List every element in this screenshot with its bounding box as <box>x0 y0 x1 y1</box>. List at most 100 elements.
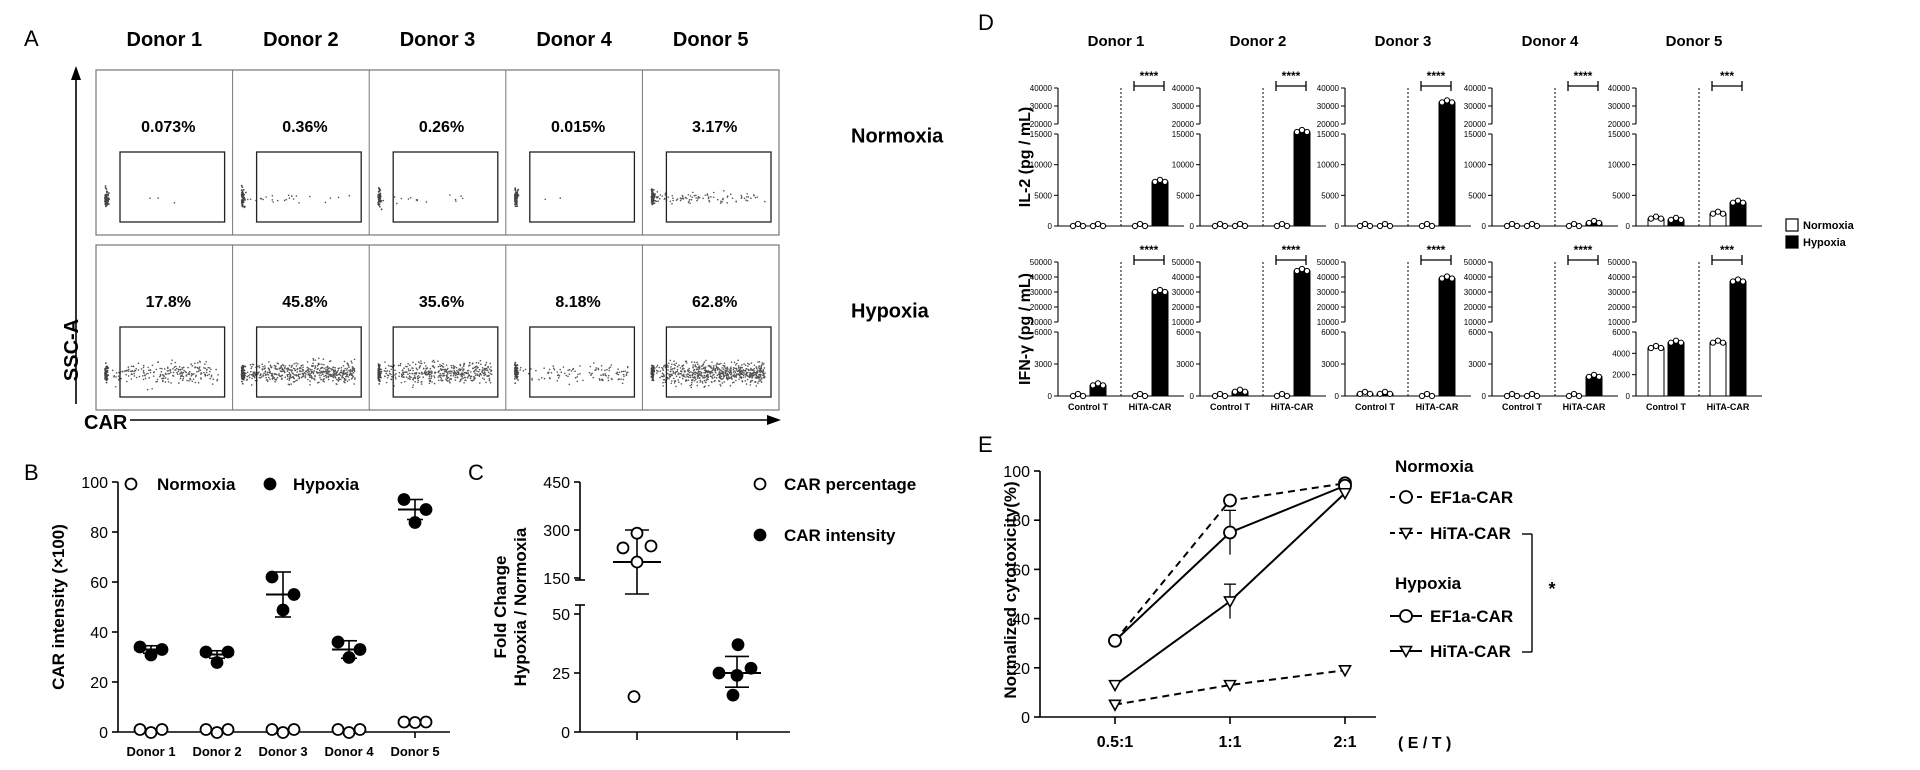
event-dot <box>674 380 676 382</box>
event-dot <box>314 375 316 378</box>
replicate-point <box>1443 273 1451 280</box>
event-dot <box>349 373 352 375</box>
event-dot <box>715 366 718 369</box>
event-dot <box>653 369 656 371</box>
event-dot <box>131 369 134 372</box>
event-dot <box>441 379 444 382</box>
event-dot <box>535 369 537 372</box>
event-dot <box>398 375 400 378</box>
event-dot <box>399 362 402 365</box>
y-axis-arrow <box>71 66 81 80</box>
event-dot <box>429 370 431 373</box>
gate-percentage: 45.8% <box>282 294 327 311</box>
event-dot <box>311 371 313 373</box>
event-dot <box>262 365 264 368</box>
event-dot <box>347 376 350 378</box>
event-dot <box>155 381 157 383</box>
event-dot <box>351 372 353 375</box>
event-dot <box>736 370 739 373</box>
event-dot <box>325 375 328 377</box>
y-tick-label: 0 <box>1190 392 1195 401</box>
event-dot <box>268 361 270 363</box>
event-dot <box>485 367 488 370</box>
event-dot <box>549 377 551 380</box>
event-dot <box>680 370 683 372</box>
event-dot <box>457 371 460 373</box>
event-dot <box>699 370 701 373</box>
event-dot <box>758 360 761 363</box>
event-dot <box>271 377 274 379</box>
event-dot <box>246 198 249 201</box>
event-dot <box>407 362 409 365</box>
y-tick-label: 4000 <box>1612 349 1630 358</box>
event-dot <box>271 195 274 197</box>
event-dot <box>688 200 690 202</box>
event-dot <box>560 371 563 374</box>
event-dot <box>310 372 312 375</box>
event-dot <box>430 375 433 377</box>
event-dot <box>321 366 324 369</box>
plot-frame <box>95 244 780 411</box>
event-dot <box>445 364 448 366</box>
replicate-point <box>1719 339 1727 346</box>
event-dot <box>460 195 462 197</box>
event-dot <box>316 382 319 384</box>
event-dot <box>450 366 453 369</box>
event-dot <box>105 375 107 378</box>
event-dot <box>764 372 766 375</box>
event-dot <box>146 388 149 391</box>
event-dot <box>380 368 382 371</box>
event-dot <box>463 374 465 376</box>
y-axis-label: Hypoxia / Normoxia <box>511 527 530 686</box>
event-dot <box>309 383 311 386</box>
event-dot <box>724 369 726 372</box>
y-tick-label: 50000 <box>1172 258 1195 267</box>
event-dot <box>177 370 180 373</box>
event-dot <box>311 365 314 367</box>
event-dot <box>252 363 255 366</box>
event-dot <box>317 363 320 366</box>
event-dot <box>686 369 689 371</box>
event-dot <box>401 369 404 371</box>
event-dot <box>676 368 679 371</box>
event-dot <box>290 370 293 373</box>
event-dot <box>141 375 144 377</box>
event-dot <box>667 196 670 198</box>
replicate-point <box>1423 390 1431 398</box>
event-dot <box>196 362 199 364</box>
event-dot <box>174 361 176 364</box>
replicate-point <box>1278 390 1286 398</box>
event-dot <box>114 385 117 388</box>
y-tick-label: 40000 <box>1030 273 1053 282</box>
event-dot <box>705 379 708 381</box>
event-dot <box>111 369 114 372</box>
event-dot <box>676 198 679 200</box>
event-dot <box>478 368 481 371</box>
event-dot <box>717 380 720 382</box>
event-dot <box>260 373 262 375</box>
significance-stars: **** <box>1140 243 1159 257</box>
event-dot <box>334 366 336 369</box>
x-tick-label: HiTA-CAR <box>1563 402 1606 412</box>
event-dot <box>446 374 448 376</box>
event-dot <box>461 373 464 376</box>
event-dot <box>702 197 704 200</box>
y-tick-label: 0 <box>1335 222 1340 231</box>
event-dot <box>748 376 751 379</box>
event-dot <box>384 375 386 377</box>
event-dot <box>444 368 447 371</box>
event-dot <box>300 370 302 373</box>
y-tick-label: 100 <box>81 475 108 492</box>
event-dot <box>250 384 253 386</box>
event-dot <box>463 381 465 384</box>
event-dot <box>210 375 213 378</box>
event-dot <box>306 371 309 374</box>
event-dot <box>741 370 743 372</box>
event-dot <box>208 370 211 373</box>
event-dot <box>734 370 736 372</box>
event-dot <box>490 369 493 372</box>
event-dot <box>259 374 261 377</box>
event-dot <box>689 384 692 387</box>
replicate-point <box>1298 126 1306 134</box>
event-dot <box>344 375 347 378</box>
